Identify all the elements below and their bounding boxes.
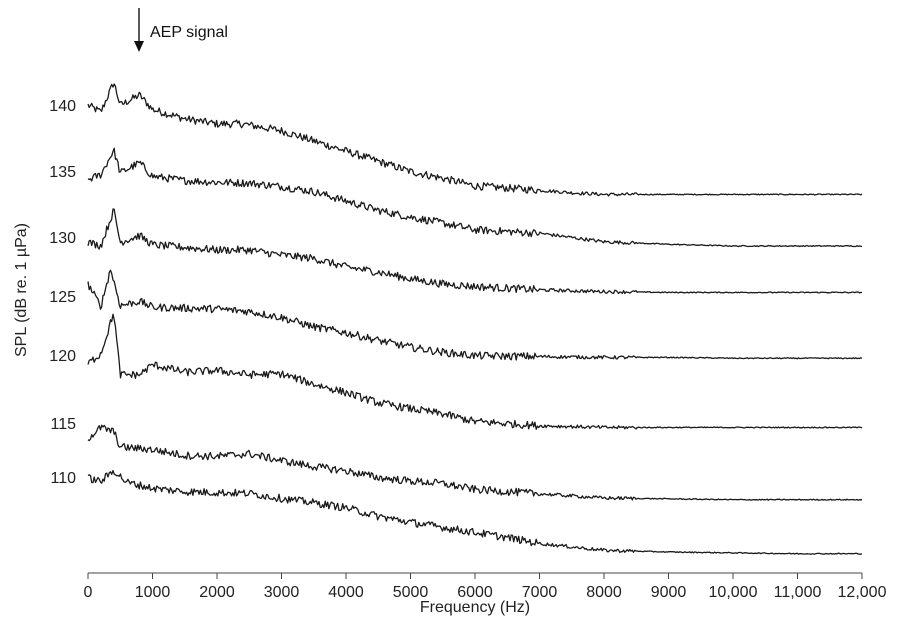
- x-tick-label: 9000: [651, 584, 687, 601]
- y-tick-label: 125: [49, 289, 76, 306]
- y-tick-label: 140: [49, 98, 76, 115]
- y-tick-label: 135: [49, 164, 76, 181]
- x-tick-label: 11,000: [774, 584, 822, 601]
- spectrum-trace-125: [87, 269, 863, 361]
- x-tick-label: 4000: [328, 584, 364, 601]
- x-tick-label: 5000: [393, 584, 429, 601]
- y-tick-label: 120: [49, 348, 76, 365]
- spectrum-trace-135: [87, 147, 863, 248]
- annotation-label: AEP signal: [150, 24, 228, 41]
- x-tick-label: 10,000: [709, 584, 758, 601]
- x-tick-label: 8000: [586, 584, 622, 601]
- x-tick-label: 0: [84, 584, 93, 601]
- spectrum-trace-130: [87, 208, 863, 295]
- y-tick-label: 110: [50, 470, 76, 487]
- spectrum-trace-115: [87, 424, 863, 501]
- spectrum-trace-120: [87, 313, 863, 430]
- x-tick-label: 1000: [135, 584, 171, 601]
- spectrum-trace-110: [87, 469, 863, 555]
- spectrum-trace-140: [87, 83, 863, 197]
- x-tick-label: 2000: [199, 584, 235, 601]
- y-axis-title: SPL (dB re. 1 µPa): [13, 223, 30, 357]
- x-axis-title: Frequency (Hz): [420, 599, 530, 616]
- spectrum-traces: [87, 83, 863, 555]
- annotation-arrow-head: [134, 41, 144, 52]
- y-tick-label: 115: [50, 416, 76, 433]
- x-tick-label: 7000: [522, 584, 558, 601]
- x-axis-ticks: 0 1000 2000 3000 4000 5000 6000 7000 8000 9000 10,…: [84, 573, 887, 601]
- x-tick-label: 6000: [457, 584, 493, 601]
- y-tick-labels: 140 135 130 125 120 115 110: [49, 98, 76, 487]
- x-tick-label: 3000: [264, 584, 300, 601]
- x-tick-label: 12,000: [838, 584, 887, 601]
- aep-signal-annotation: AEP signal: [134, 8, 228, 52]
- y-tick-label: 130: [49, 230, 76, 247]
